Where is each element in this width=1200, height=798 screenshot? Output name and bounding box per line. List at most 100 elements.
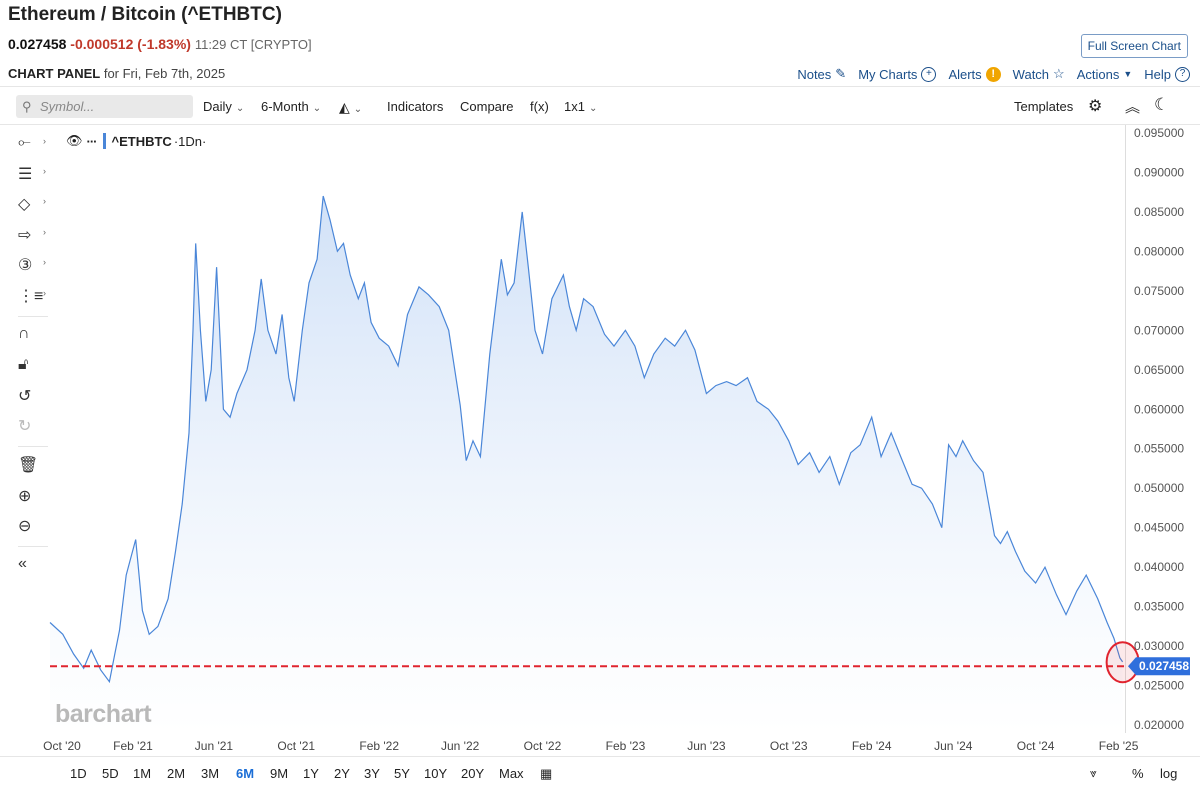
chart-type-dropdown[interactable]: ◭ ⌄ [339, 99, 362, 116]
quote-line: 0.027458 -0.000512 (-1.83%) 11:29 CT [CR… [8, 36, 312, 52]
x-tick-label: Oct '23 [770, 739, 808, 753]
page-title: Ethereum / Bitcoin (^ETHBTC) [8, 4, 282, 25]
range-2m[interactable]: 2M [167, 766, 186, 781]
divider [0, 124, 1200, 125]
range-3m[interactable]: 3M [201, 766, 220, 781]
calendar-icon[interactable]: ▦ [540, 766, 553, 781]
y-tick-label: 0.085000 [1134, 205, 1184, 219]
magnet-icon[interactable]: ∩ [18, 325, 30, 342]
trash-icon[interactable]: 🗑︎ [18, 457, 39, 474]
x-tick-label: Feb '25 [1099, 739, 1139, 753]
range-1d[interactable]: 1D [70, 766, 87, 781]
count-tool-icon[interactable]: ③ › [18, 257, 46, 274]
fx-button[interactable]: f(x) [530, 99, 549, 114]
undo-icon[interactable]: ↺ [18, 388, 32, 405]
y-tick-label: 0.095000 [1134, 126, 1184, 140]
range-2y[interactable]: 2Y [334, 766, 350, 781]
price-line [49, 195, 1124, 684]
x-tick-label: Feb '21 [113, 739, 153, 753]
collapse-left-icon[interactable]: « [18, 555, 27, 572]
chart-panel-label: CHART PANEL [8, 66, 101, 81]
x-tick-label: Jun '21 [195, 739, 234, 753]
shape-tool-icon[interactable]: ◇ › [18, 196, 46, 213]
range-3y[interactable]: 3Y [364, 766, 380, 781]
x-tick-label: Jun '24 [934, 739, 973, 753]
divider [0, 756, 1200, 757]
notes-label: Notes [797, 66, 832, 82]
range-5d[interactable]: 5D [102, 766, 119, 781]
fib-tool-icon[interactable]: ⋮≡ › [18, 288, 46, 305]
templates-button[interactable]: Templates [1014, 99, 1074, 114]
caret-down-icon: ▼ [1123, 69, 1133, 79]
y-tick-label: 0.020000 [1134, 718, 1184, 732]
range-1y[interactable]: 1Y [303, 766, 319, 781]
chevron-down-icon: ⌄ [588, 103, 598, 114]
collapse-down-icon[interactable]: ⩔ [1090, 766, 1097, 780]
my-charts-link[interactable]: My Charts + [858, 66, 937, 82]
series-color-swatch [102, 133, 106, 149]
chevron-down-icon: ⌄ [353, 104, 363, 115]
range-max[interactable]: Max [499, 766, 524, 781]
range-dropdown[interactable]: 6-Month ⌄ [261, 99, 321, 114]
gear-icon[interactable]: ⚙ [1088, 98, 1103, 115]
indicators-button[interactable]: Indicators [387, 99, 444, 114]
symbol-search-input[interactable]: ⚲ Symbol... [16, 95, 193, 118]
x-tick-label: Oct '22 [524, 739, 562, 753]
y-tick-label: 0.050000 [1134, 481, 1184, 495]
notes-link[interactable]: Notes ✎ [797, 66, 846, 82]
compare-button[interactable]: Compare [460, 99, 514, 114]
percent-toggle[interactable]: % [1132, 766, 1144, 781]
y-tick-label: 0.055000 [1134, 442, 1184, 456]
range-5y[interactable]: 5Y [394, 766, 410, 781]
divider [18, 546, 48, 547]
x-axis: Oct '20 Feb '21 Jun '21 Oct '21 Feb '22 Jun '… [43, 739, 1139, 753]
barchart-watermark: barchart [55, 700, 152, 728]
period-dropdown[interactable]: Daily ⌄ [203, 99, 244, 114]
x-tick-label: Feb '23 [606, 739, 646, 753]
x-tick-label: Feb '24 [852, 739, 892, 753]
y-tick-label: 0.045000 [1134, 521, 1184, 535]
range-1m[interactable]: 1M [133, 766, 152, 781]
actions-menu[interactable]: Actions ▼ [1077, 66, 1133, 82]
x-tick-label: Jun '22 [441, 739, 480, 753]
y-tick-label: 0.060000 [1134, 402, 1184, 416]
price-tag: 0.027458 [1128, 657, 1190, 676]
zoom-in-icon[interactable]: ⊕ [18, 488, 32, 505]
chevron-down-icon: ⌄ [312, 103, 322, 114]
more-icon[interactable]: ··· [86, 133, 98, 149]
y-tick-label: 0.030000 [1134, 639, 1184, 653]
layout-dropdown[interactable]: 1x1 ⌄ [564, 99, 597, 114]
range-9m[interactable]: 9M [270, 766, 289, 781]
eye-icon[interactable]: 👁︎ [66, 133, 83, 148]
watch-link[interactable]: Watch ☆ [1013, 66, 1065, 82]
log-toggle[interactable]: log [1160, 766, 1178, 781]
line-tool-icon[interactable]: ⟜ › [18, 134, 46, 151]
divider [18, 316, 48, 317]
full-screen-chart-button[interactable]: Full Screen Chart [1080, 34, 1188, 58]
chart-frame [50, 125, 1126, 733]
last-price: 0.027458 [8, 36, 67, 52]
help-link[interactable]: Help ? [1144, 66, 1190, 82]
y-axis: 0.095000 0.090000 0.085000 0.080000 0.075000… [1134, 126, 1184, 732]
list-tool-icon[interactable]: ☰ › [18, 166, 46, 183]
y-tick-label: 0.025000 [1134, 679, 1184, 693]
unlock-icon[interactable]: 🔓︎ [18, 356, 29, 373]
dark-mode-icon[interactable]: ☾ [1154, 95, 1170, 114]
collapse-up-icon[interactable]: ︽ [1125, 99, 1141, 116]
zoom-out-icon[interactable]: ⊖ [18, 518, 32, 535]
chart-toolbar: ⚲ Symbol... Daily ⌄ 6-Month ⌄ ◭ ⌄ Indicator… [16, 94, 1192, 120]
redo-icon[interactable]: ↻ [18, 418, 32, 435]
price-tag-label: 0.027458 [1139, 659, 1189, 673]
alerts-link[interactable]: Alerts ! [948, 66, 1001, 82]
x-tick-label: Oct '21 [277, 739, 315, 753]
x-tick-label: Feb '22 [359, 739, 399, 753]
range-20y[interactable]: 20Y [461, 766, 485, 781]
range-6m[interactable]: 6M [236, 766, 255, 781]
arrow-tool-icon[interactable]: ⇨ › [18, 227, 46, 244]
range-10y[interactable]: 10Y [424, 766, 448, 781]
quote-time: 11:29 CT [CRYPTO] [194, 37, 312, 52]
chevron-down-icon: ⌄ [235, 103, 245, 114]
divider [0, 86, 1200, 87]
y-tick-label: 0.035000 [1134, 600, 1184, 614]
